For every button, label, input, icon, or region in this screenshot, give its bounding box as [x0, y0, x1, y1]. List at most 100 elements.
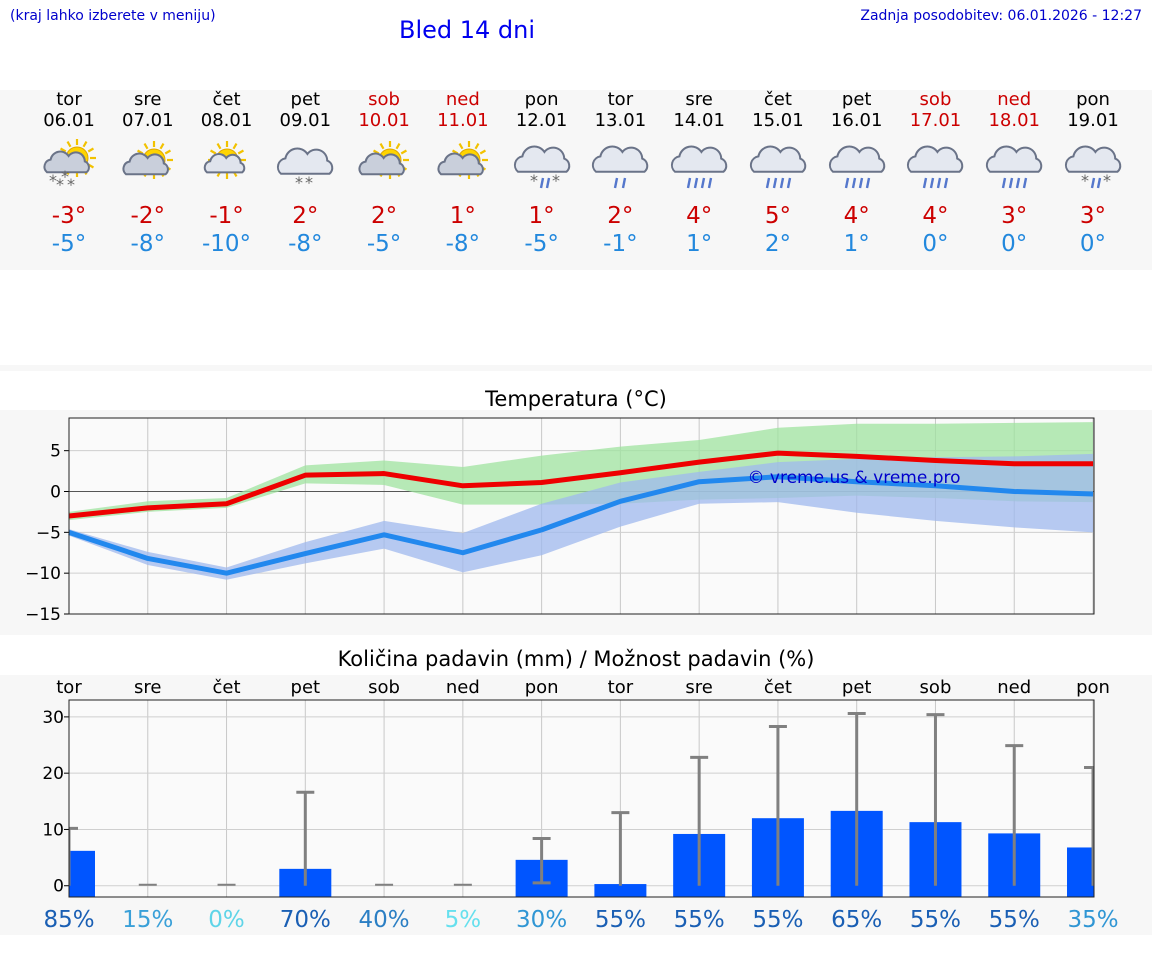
day-column: tor 13.01 2° -1°: [582, 90, 658, 258]
svg-text:*: *: [56, 175, 64, 194]
precipitation-chart: tor sre čet pet sob ned pon tor sre čet pet sob ned p…: [42, 677, 1118, 933]
max-temp: 4°: [922, 203, 949, 229]
svg-text:*: *: [1081, 171, 1089, 190]
precip-probability: 35%: [1067, 907, 1118, 933]
min-temp: -5°: [51, 231, 87, 257]
day-name: sob: [919, 89, 952, 110]
plot-frame: [68, 417, 1095, 615]
max-temp: 4°: [843, 203, 870, 229]
day-name: čet: [212, 89, 241, 110]
cloud-heavy-rain-icon: [828, 145, 885, 189]
day-column: pon 12.01 * * 1° -5°: [504, 90, 580, 258]
day-label: ned: [997, 677, 1031, 698]
day-label: čet: [764, 677, 792, 698]
y-tick-label: −10: [25, 564, 61, 584]
day-date: 13.01: [594, 110, 647, 131]
precip-bar: [1067, 847, 1094, 897]
svg-text:*: *: [305, 173, 313, 192]
day-date: 08.01: [200, 110, 253, 131]
cloud-sleet-icon: * *: [504, 138, 580, 202]
day-name: ned: [997, 89, 1032, 110]
day-name: sob: [368, 89, 400, 110]
svg-text:*: *: [61, 167, 69, 186]
day-name: čet: [763, 89, 792, 110]
day-date: 06.01: [43, 110, 95, 131]
min-temp: -5°: [366, 231, 402, 257]
day-label: pon: [525, 677, 559, 698]
sunny-cloud-icon: [203, 141, 246, 179]
svg-text:*: *: [49, 171, 57, 190]
day-label: ned: [446, 677, 480, 698]
cloud-heavy-rain-icon: [986, 145, 1043, 189]
max-temp: 2°: [292, 203, 319, 229]
day-column: pon 19.01 * * 3° 0°: [1055, 90, 1131, 258]
cloud-rain-icon: [592, 145, 649, 189]
max-temp: -3°: [51, 203, 87, 229]
day-label: pet: [291, 677, 321, 698]
partly-sunny-snow-icon: ****: [43, 139, 96, 194]
partly-sunny-icon: [425, 138, 501, 202]
y-tick-label: 5: [50, 442, 61, 462]
cloud-snow-icon: * *: [277, 147, 334, 192]
last-updated: Zadnja posodobitev: 06.01.2026 - 12:27: [860, 8, 1142, 24]
precip-probability: 15%: [122, 907, 173, 933]
y-tick-label: −15: [25, 605, 61, 625]
day-label: pet: [842, 677, 872, 698]
precip-probability: 55%: [752, 907, 803, 933]
day-label: sre: [134, 677, 161, 698]
day-date: 16.01: [830, 110, 883, 131]
cloud-sleet-icon: * *: [513, 145, 570, 190]
svg-text:*: *: [295, 173, 303, 192]
day-column: sob 17.01 4° 0°: [897, 90, 973, 258]
day-name: pon: [1076, 89, 1110, 110]
day-date: 11.01: [437, 110, 489, 131]
max-temp: 3°: [1079, 203, 1107, 229]
min-temp: -8°: [288, 231, 323, 257]
precip-probability: 40%: [359, 907, 410, 933]
partly-sunny-icon: [437, 141, 488, 179]
min-temp: -5°: [524, 231, 559, 257]
precipitation-chart-title: Količina padavin (mm) / Možnost padavin …: [337, 647, 815, 671]
precip-probability: 5%: [445, 907, 482, 933]
precip-probability: 55%: [989, 907, 1040, 933]
temperature-chart-title: Temperatura (°C): [485, 387, 667, 411]
day-date: 14.01: [673, 110, 725, 131]
day-date: 19.01: [1067, 110, 1119, 131]
cloud-heavy-rain-icon: [749, 145, 807, 189]
day-column: ned 11.01 1° -8°: [425, 90, 501, 258]
max-temp: 5°: [764, 203, 791, 229]
cloud-snow-icon: * *: [267, 138, 343, 202]
min-temp: 0°: [1079, 231, 1107, 257]
cloud-heavy-rain-icon: [740, 138, 816, 202]
location-hint-link[interactable]: (kraj lahko izberete v meniju): [10, 8, 216, 24]
sunny-cloud-icon: [189, 138, 265, 202]
panel-divider: [0, 365, 1152, 371]
day-name: sre: [134, 89, 162, 110]
min-temp: 2°: [764, 231, 791, 257]
day-label: čet: [213, 677, 241, 698]
cloud-heavy-rain-icon: [976, 138, 1052, 202]
cloud-heavy-rain-icon: [907, 145, 964, 189]
partly-sunny-icon: [358, 141, 410, 179]
min-temp: -8°: [130, 231, 165, 257]
day-column: sre 07.01 -2° -8°: [110, 90, 186, 258]
bars: [69, 712, 1094, 897]
svg-text:*: *: [552, 171, 560, 190]
precip-probability: 70%: [280, 907, 331, 933]
y-tick-label: 30: [42, 708, 64, 728]
day-column: čet 08.01 -1° -10°: [189, 90, 265, 258]
y-tick-label: 0: [50, 483, 61, 503]
precip-probability: 55%: [674, 907, 725, 933]
day-label: tor: [56, 677, 82, 698]
plot-frame: [68, 699, 1095, 898]
max-temp: 2°: [371, 203, 398, 229]
day-column: sob 10.01 2° -5°: [346, 90, 422, 258]
y-tick-label: −5: [36, 523, 61, 543]
day-name: tor: [607, 89, 634, 110]
max-temp: 1°: [449, 203, 476, 229]
day-column: ned 18.01 3° 0°: [976, 90, 1052, 258]
max-temp: 1°: [528, 203, 555, 229]
max-temp: -1°: [209, 203, 244, 229]
cloud-sleet-icon: * *: [1064, 145, 1122, 190]
day-date: 12.01: [515, 110, 568, 131]
